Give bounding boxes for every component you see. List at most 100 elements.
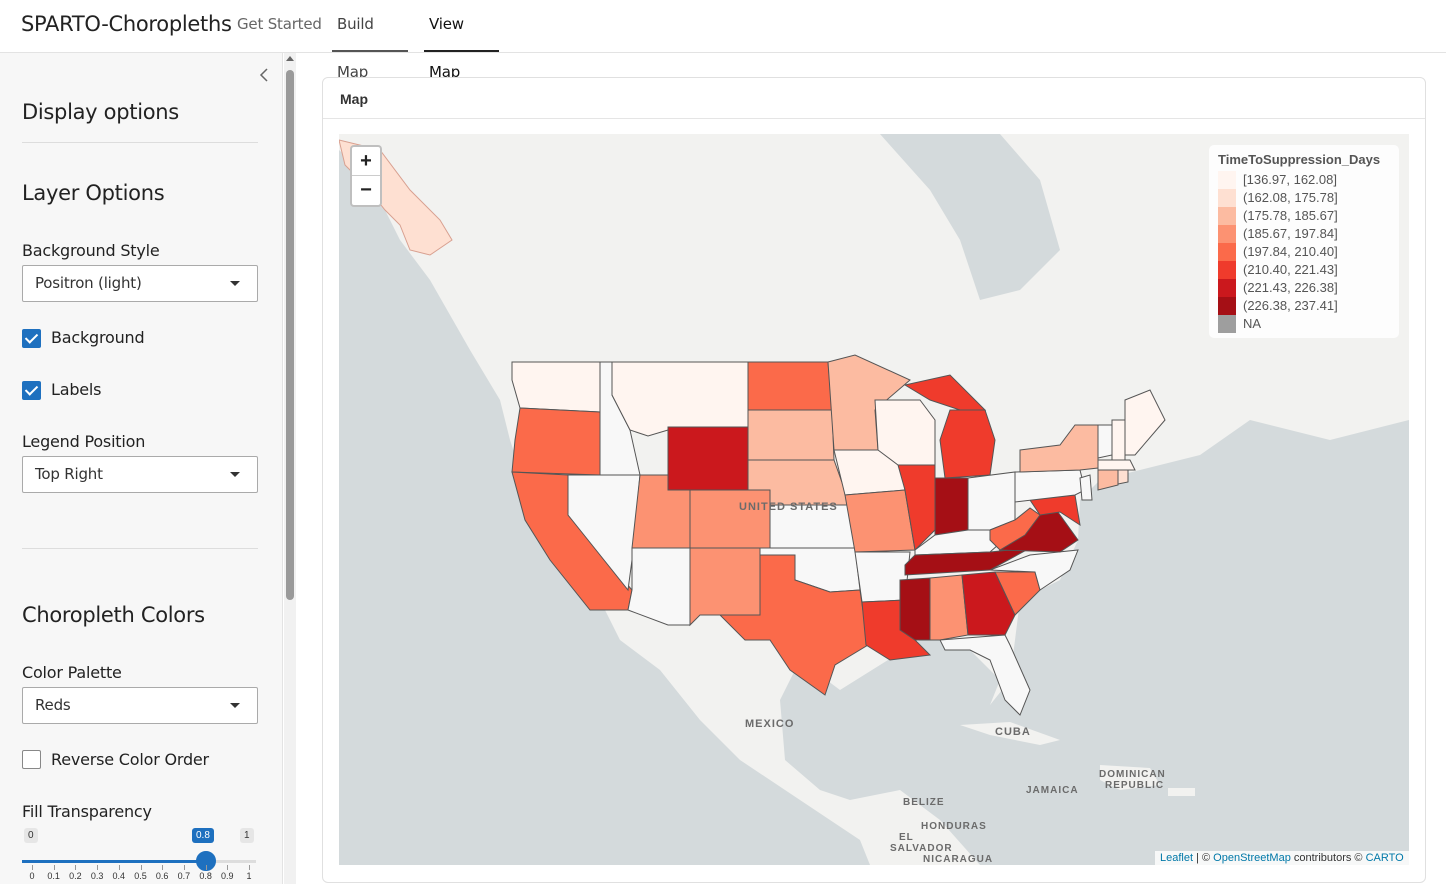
- map-card-title: Map: [340, 91, 368, 107]
- display-options-heading: Display options: [22, 100, 179, 124]
- labels-checkbox-label: Labels: [51, 380, 102, 399]
- label-dominican: DOMINICAN: [1099, 769, 1166, 780]
- state-in: [934, 477, 969, 536]
- label-honduras: HONDURAS: [921, 821, 987, 832]
- state-ri: [1117, 469, 1129, 485]
- zoom-in-button[interactable]: +: [352, 147, 380, 176]
- state-oh: [967, 471, 1016, 531]
- legend-item: (175.78, 185.67]: [1218, 207, 1390, 225]
- tab-get-started[interactable]: Get Started: [237, 15, 322, 33]
- background-checkbox-label: Background: [51, 328, 145, 347]
- state-wa: [511, 361, 601, 413]
- state-or: [511, 407, 601, 476]
- chevron-down-icon: [230, 472, 240, 477]
- state-co: [689, 489, 771, 549]
- slider-tick: [183, 865, 185, 870]
- state-ms: [899, 577, 931, 641]
- state-nv: [567, 474, 641, 592]
- slider-tick: [118, 865, 120, 870]
- background-style-value: Positron (light): [35, 274, 142, 292]
- state-mi: [939, 409, 996, 479]
- state-nj: [1079, 474, 1093, 501]
- zoom-out-button[interactable]: −: [360, 179, 372, 201]
- color-palette-label: Color Palette: [22, 663, 122, 682]
- color-palette-select[interactable]: Reds: [22, 687, 258, 724]
- legend-swatch: [1218, 279, 1236, 297]
- legend-item: (226.38, 237.41]: [1218, 297, 1390, 315]
- slider-tick-label: 0.7: [177, 871, 191, 881]
- legend-swatch: [1218, 243, 1236, 261]
- state-mo: [844, 489, 916, 553]
- land-cuba: [960, 722, 1060, 745]
- osm-link[interactable]: OpenStreetMap: [1213, 852, 1291, 864]
- chevron-down-icon: [230, 281, 240, 286]
- collapse-sidebar-icon[interactable]: [258, 67, 274, 87]
- slider-tick: [75, 865, 77, 870]
- divider: [22, 142, 258, 143]
- slider-tick: [140, 865, 142, 870]
- slider-tick-label: 0.1: [47, 871, 60, 881]
- state-nm: [689, 547, 761, 627]
- leaflet-link[interactable]: Leaflet: [1160, 852, 1194, 864]
- tab-build-map[interactable]: Build Map: [332, 0, 408, 81]
- color-palette-value: Reds: [35, 696, 71, 714]
- reverse-color-label: Reverse Color Order: [51, 750, 209, 769]
- label-mexico: MEXICO: [745, 718, 795, 730]
- slider-tick: [32, 865, 33, 870]
- carto-link[interactable]: CARTO: [1365, 852, 1404, 864]
- background-checkbox[interactable]: [22, 329, 41, 348]
- scroll-up-icon[interactable]: [286, 56, 294, 61]
- slider-tick: [53, 865, 55, 870]
- state-wy: [667, 426, 749, 491]
- sidebar-scroll-thumb[interactable]: [286, 70, 294, 600]
- land-central-america: [850, 790, 980, 865]
- slider-tick-label: 0.3: [90, 871, 104, 881]
- legend-item: (210.40, 221.43]: [1218, 261, 1390, 279]
- legend-item: (185.67, 197.84]: [1218, 225, 1390, 243]
- legend-label: (226.38, 237.41]: [1243, 298, 1338, 313]
- slider-handle[interactable]: [195, 851, 216, 871]
- slider-value-label: 0.8: [192, 828, 214, 843]
- state-ct: [1097, 469, 1119, 491]
- label-belize: BELIZE: [903, 797, 945, 808]
- state-fl: [939, 634, 1031, 716]
- legend-swatch: [1218, 297, 1236, 315]
- legend-item: (197.84, 210.40]: [1218, 243, 1390, 261]
- legend-label: (210.40, 221.43]: [1243, 262, 1338, 277]
- slider-tick: [97, 865, 99, 870]
- choropleth-map[interactable]: UNITED STATES MEXICO CUBA DOMINICAN REPU…: [339, 134, 1409, 865]
- label-nicaragua: NICARAGUA: [923, 854, 994, 865]
- state-nc: [989, 549, 1079, 591]
- legend-item: (162.08, 175.78]: [1218, 189, 1390, 207]
- zoom-control: + −: [350, 145, 382, 207]
- slider-tick: [162, 865, 164, 870]
- slider-max-label: 1: [240, 828, 254, 843]
- legend-swatch: [1218, 225, 1236, 243]
- legend-label: NA: [1243, 316, 1262, 331]
- slider-min-label: 0: [24, 828, 38, 843]
- slider-fill: [22, 860, 206, 863]
- legend-swatch: [1218, 315, 1236, 333]
- fill-transparency-label: Fill Transparency: [22, 802, 152, 821]
- state-vt: [1097, 424, 1113, 459]
- state-wv: [989, 507, 1041, 551]
- attribution-sep: | ©: [1193, 852, 1214, 864]
- legend-swatch: [1218, 171, 1236, 189]
- labels-checkbox[interactable]: [22, 381, 41, 400]
- state-me: [1124, 389, 1166, 456]
- sidebar: Display options Layer Options Background…: [0, 53, 283, 884]
- choropleth-colors-heading: Choropleth Colors: [22, 603, 205, 627]
- background-style-select[interactable]: Positron (light): [22, 265, 258, 302]
- legend-swatch: [1218, 207, 1236, 225]
- tab-view-map[interactable]: View Map: [424, 0, 499, 81]
- label-republic: REPUBLIC: [1105, 780, 1165, 791]
- slider-tick-label: 1: [246, 871, 252, 881]
- state-ma: [1097, 459, 1136, 471]
- legend-label: (197.84, 210.40]: [1243, 244, 1338, 259]
- legend-position-select[interactable]: Top Right: [22, 456, 258, 493]
- reverse-color-checkbox[interactable]: [22, 750, 41, 769]
- legend-item: NA: [1218, 315, 1390, 333]
- label-el: EL: [899, 832, 914, 843]
- state-al: [929, 574, 969, 641]
- legend-label: (162.08, 175.78]: [1243, 190, 1338, 205]
